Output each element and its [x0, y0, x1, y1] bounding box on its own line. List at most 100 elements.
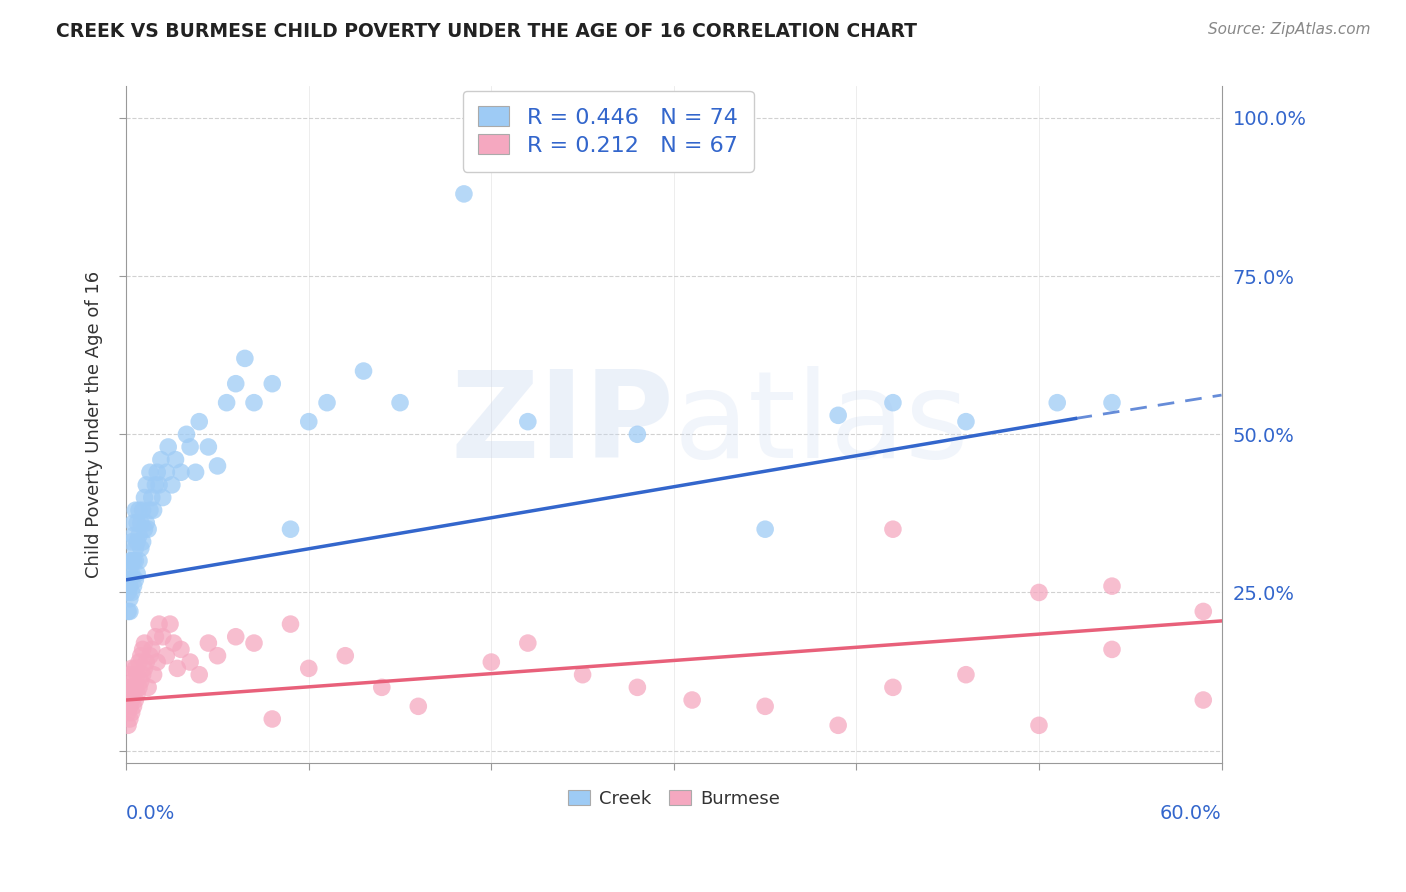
- Point: [124, 681, 146, 695]
- Point: [124, 693, 146, 707]
- Point: [681, 693, 703, 707]
- Point: [122, 528, 145, 542]
- Point: [121, 693, 143, 707]
- Point: [141, 491, 163, 505]
- Point: [121, 661, 143, 675]
- Point: [179, 655, 201, 669]
- Point: [142, 503, 165, 517]
- Point: [117, 706, 139, 720]
- Point: [121, 706, 143, 720]
- Point: [225, 376, 247, 391]
- Point: [131, 667, 153, 681]
- Point: [453, 186, 475, 201]
- Point: [298, 661, 321, 675]
- Point: [121, 554, 143, 568]
- Point: [117, 585, 139, 599]
- Point: [117, 604, 139, 618]
- Point: [118, 554, 141, 568]
- Point: [134, 636, 156, 650]
- Y-axis label: Child Poverty Under the Age of 16: Child Poverty Under the Age of 16: [86, 271, 103, 578]
- Point: [626, 427, 648, 442]
- Point: [118, 579, 141, 593]
- Point: [882, 395, 904, 409]
- Point: [298, 415, 321, 429]
- Point: [188, 667, 211, 681]
- Point: [371, 681, 394, 695]
- Point: [118, 693, 141, 707]
- Point: [117, 573, 139, 587]
- Point: [129, 516, 152, 530]
- Point: [626, 681, 648, 695]
- Point: [1101, 579, 1123, 593]
- Point: [121, 681, 143, 695]
- Point: [571, 667, 593, 681]
- Point: [118, 712, 141, 726]
- Point: [121, 534, 143, 549]
- Point: [1028, 718, 1050, 732]
- Point: [408, 699, 430, 714]
- Point: [131, 534, 153, 549]
- Point: [135, 516, 157, 530]
- Point: [122, 579, 145, 593]
- Point: [117, 718, 139, 732]
- Point: [155, 465, 177, 479]
- Point: [516, 636, 538, 650]
- Point: [243, 395, 266, 409]
- Point: [136, 681, 159, 695]
- Point: [882, 681, 904, 695]
- Point: [955, 415, 977, 429]
- Point: [516, 415, 538, 429]
- Point: [146, 655, 169, 669]
- Point: [139, 503, 162, 517]
- Point: [122, 673, 145, 688]
- Point: [134, 661, 156, 675]
- Point: [215, 395, 238, 409]
- Point: [128, 528, 150, 542]
- Point: [159, 617, 181, 632]
- Legend: Creek, Burmese: Creek, Burmese: [561, 782, 787, 815]
- Point: [152, 491, 174, 505]
- Text: ZIP: ZIP: [450, 367, 673, 483]
- Point: [136, 522, 159, 536]
- Point: [124, 661, 146, 675]
- Point: [197, 440, 219, 454]
- Point: [827, 718, 849, 732]
- Point: [135, 478, 157, 492]
- Point: [176, 427, 198, 442]
- Point: [127, 566, 149, 581]
- Point: [166, 661, 188, 675]
- Point: [316, 395, 339, 409]
- Point: [128, 681, 150, 695]
- Point: [128, 554, 150, 568]
- Text: CREEK VS BURMESE CHILD POVERTY UNDER THE AGE OF 16 CORRELATION CHART: CREEK VS BURMESE CHILD POVERTY UNDER THE…: [56, 22, 917, 41]
- Point: [146, 465, 169, 479]
- Point: [117, 699, 139, 714]
- Point: [225, 630, 247, 644]
- Point: [1028, 585, 1050, 599]
- Point: [188, 415, 211, 429]
- Point: [122, 554, 145, 568]
- Point: [135, 655, 157, 669]
- Point: [127, 516, 149, 530]
- Point: [184, 465, 207, 479]
- Point: [1101, 395, 1123, 409]
- Point: [882, 522, 904, 536]
- Point: [754, 699, 776, 714]
- Point: [262, 376, 284, 391]
- Point: [127, 667, 149, 681]
- Point: [118, 604, 141, 618]
- Point: [155, 648, 177, 663]
- Point: [128, 655, 150, 669]
- Point: [152, 630, 174, 644]
- Point: [1046, 395, 1069, 409]
- Point: [335, 648, 357, 663]
- Point: [129, 673, 152, 688]
- Point: [127, 687, 149, 701]
- Point: [262, 712, 284, 726]
- Point: [134, 491, 156, 505]
- Point: [149, 452, 172, 467]
- Point: [122, 699, 145, 714]
- Point: [145, 478, 167, 492]
- Point: [142, 667, 165, 681]
- Point: [754, 522, 776, 536]
